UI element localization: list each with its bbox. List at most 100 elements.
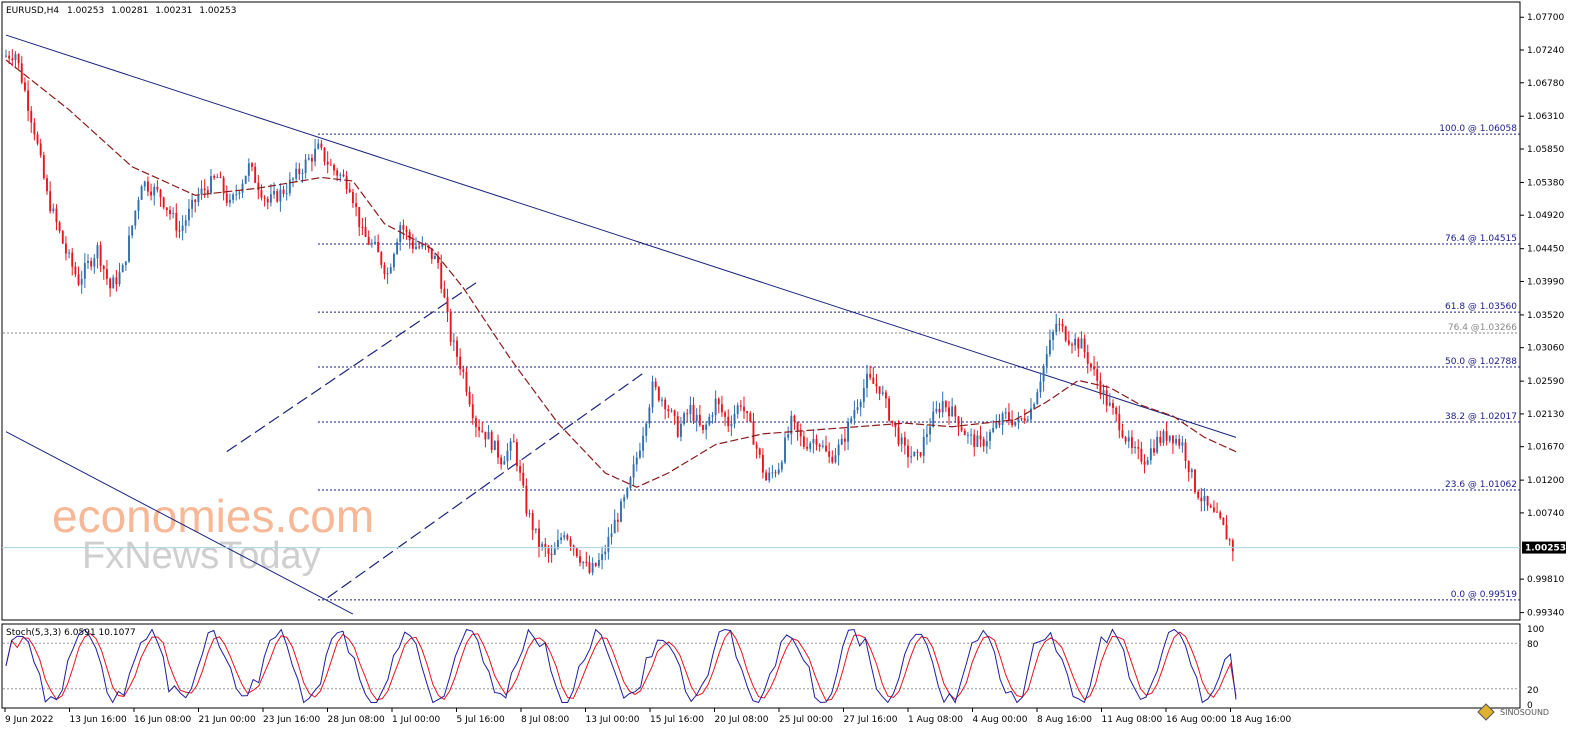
candle-body xyxy=(39,143,42,156)
candle-body xyxy=(900,437,903,445)
candle-body xyxy=(112,277,115,289)
candle-body xyxy=(377,241,380,253)
candle-body xyxy=(279,189,282,202)
candle-body xyxy=(197,194,200,203)
candle-body xyxy=(49,191,52,212)
candle-body xyxy=(563,535,566,538)
stoch-pane-frame xyxy=(1,623,1521,709)
candle-body xyxy=(768,472,771,481)
candle-body xyxy=(982,439,985,447)
candle-body xyxy=(320,143,323,148)
candle-body xyxy=(206,190,209,194)
candle-body xyxy=(1058,323,1061,325)
y-tick-label: 1.03990 xyxy=(1527,277,1564,287)
candle-body xyxy=(500,457,503,465)
candle-body xyxy=(210,176,212,194)
candle-body xyxy=(1137,447,1140,449)
candle-body xyxy=(834,455,837,463)
candle-body xyxy=(17,54,20,64)
candle-body xyxy=(172,212,175,214)
fib-label: 38.2 @ 1.02017 xyxy=(1445,412,1517,422)
candle-body xyxy=(219,177,222,179)
current-price-label: 1.00253 xyxy=(1525,544,1566,554)
candle-body xyxy=(1231,540,1234,552)
candle-body xyxy=(46,178,48,192)
candle-body xyxy=(162,197,165,208)
candle-body xyxy=(796,422,799,432)
candle-body xyxy=(613,519,616,534)
candle-body xyxy=(1039,381,1042,393)
candle-body xyxy=(459,356,462,370)
candle-body xyxy=(392,254,395,268)
candle-body xyxy=(708,416,711,425)
candle-body xyxy=(1023,418,1026,421)
stoch-signal-line xyxy=(5,629,1237,702)
y-tick-label: 1.07240 xyxy=(1527,46,1564,56)
candle-body xyxy=(194,199,197,203)
candle-body xyxy=(648,407,651,424)
y-tick-label: 1.06310 xyxy=(1527,112,1564,122)
candle-body xyxy=(519,466,522,473)
candle-body xyxy=(1228,539,1231,541)
candle-body xyxy=(150,191,153,196)
candle-body xyxy=(837,444,840,456)
candle-body xyxy=(1074,338,1077,346)
y-tick-label: 1.01200 xyxy=(1527,476,1564,486)
candle-body xyxy=(859,401,862,408)
candle-body xyxy=(30,110,33,123)
candle-body xyxy=(1203,495,1206,502)
candle-body xyxy=(8,55,11,59)
candle-body xyxy=(1011,419,1014,426)
candle-body xyxy=(736,405,739,414)
candle-body xyxy=(1219,512,1222,518)
candle-body xyxy=(711,415,714,417)
candle-body xyxy=(1108,403,1111,406)
candle-body xyxy=(547,548,550,554)
candle-body xyxy=(910,456,913,458)
candle-body xyxy=(831,456,834,463)
candle-body xyxy=(591,563,594,573)
candle-body xyxy=(815,438,818,445)
candle-body xyxy=(1206,495,1209,506)
candle-body xyxy=(42,155,45,179)
candle-body xyxy=(314,148,317,162)
candle-body xyxy=(541,543,544,547)
candle-body xyxy=(777,469,780,474)
candle-body xyxy=(424,243,427,246)
candle-body xyxy=(443,288,446,298)
candle-body xyxy=(247,163,250,176)
candle-body xyxy=(566,535,569,540)
candle-body xyxy=(235,194,238,196)
candle-body xyxy=(1146,460,1149,465)
candle-body xyxy=(717,398,720,405)
candle-body xyxy=(140,186,143,200)
candle-body xyxy=(228,199,231,203)
trendline xyxy=(5,431,354,615)
candle-body xyxy=(891,420,894,424)
candle-body xyxy=(399,225,402,243)
candle-body xyxy=(402,225,405,230)
candle-body xyxy=(175,212,178,231)
candle-body xyxy=(68,252,71,254)
candle-body xyxy=(642,435,645,451)
candle-body xyxy=(1190,469,1193,473)
candle-body xyxy=(522,472,525,486)
candle-body xyxy=(1086,352,1089,364)
candle-body xyxy=(597,559,600,566)
candle-body xyxy=(169,210,171,214)
candle-body xyxy=(187,208,190,221)
fib-label: 50.0 @ 1.02788 xyxy=(1445,357,1517,367)
candle-body xyxy=(1165,431,1168,441)
x-tick-label: 23 Jun 16:00 xyxy=(263,715,320,725)
x-tick-label: 4 Aug 00:00 xyxy=(973,715,1028,725)
trendline xyxy=(327,372,644,599)
candle-body xyxy=(645,423,648,436)
candle-body xyxy=(440,262,443,289)
x-tick-label: 21 Jun 00:00 xyxy=(199,715,256,725)
x-tick-label: 13 Jul 00:00 xyxy=(586,715,640,725)
candle-body xyxy=(919,452,922,456)
candle-body xyxy=(506,450,509,462)
candle-body xyxy=(1178,438,1181,446)
candle-body xyxy=(355,203,358,207)
